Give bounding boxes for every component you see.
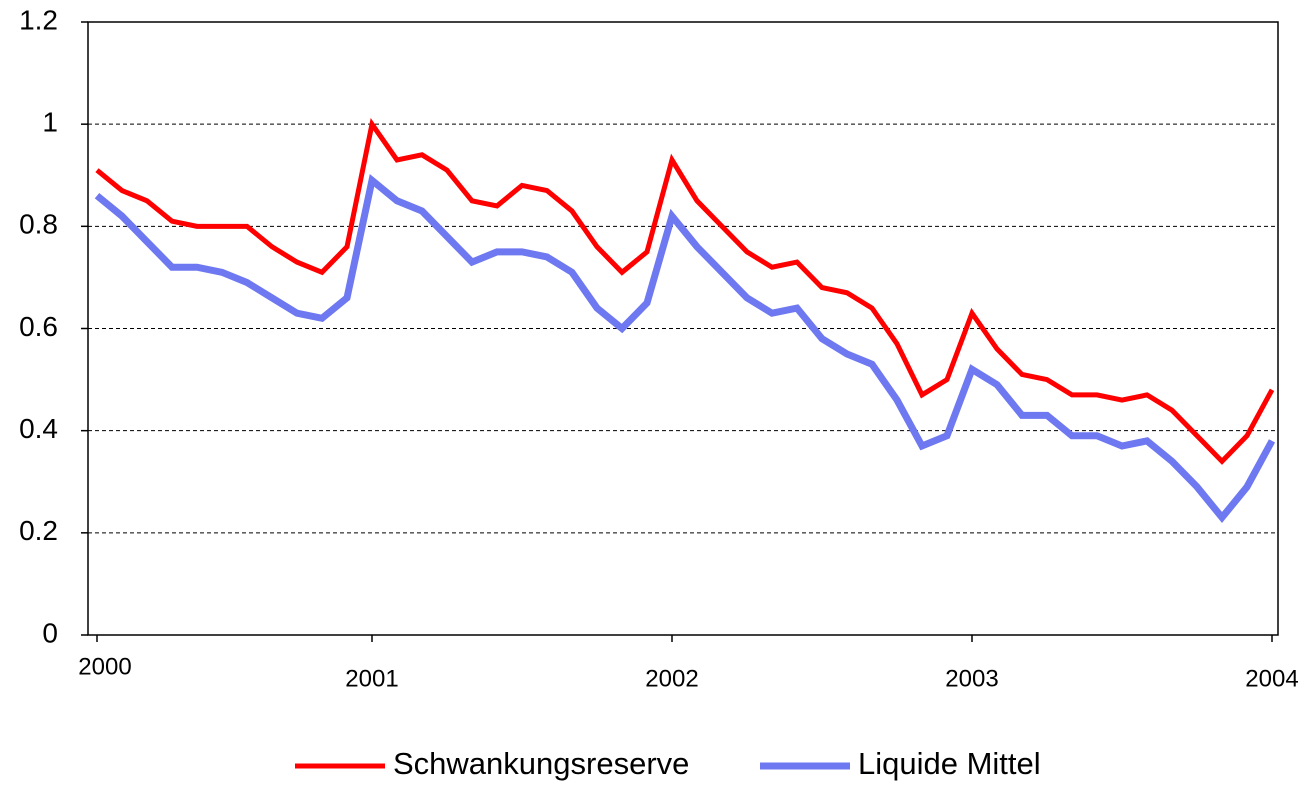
x-tick-label: 2001: [345, 665, 398, 692]
legend-label: Schwankungsreserve: [393, 746, 689, 781]
plot-frame: [87, 21, 1279, 636]
y-tick-label: 0: [42, 617, 58, 648]
y-tick-label: 0.6: [19, 311, 58, 342]
y-tick-label: 0.2: [19, 515, 58, 546]
series-line: [94, 174, 1276, 524]
x-tick-label: 2003: [945, 665, 998, 692]
y-tick-label: 0.8: [19, 209, 58, 240]
y-tick-label: 0.4: [19, 413, 58, 444]
x-tick-label: 2002: [645, 665, 698, 692]
x-tick-label: 2004: [1245, 665, 1298, 692]
y-tick-label: 1: [42, 107, 58, 138]
y-tick-label: 1.2: [19, 4, 58, 35]
legend-label: Liquide Mittel: [858, 746, 1041, 781]
x-tick-label: 2000: [78, 653, 131, 680]
series-line: [95, 117, 1275, 465]
